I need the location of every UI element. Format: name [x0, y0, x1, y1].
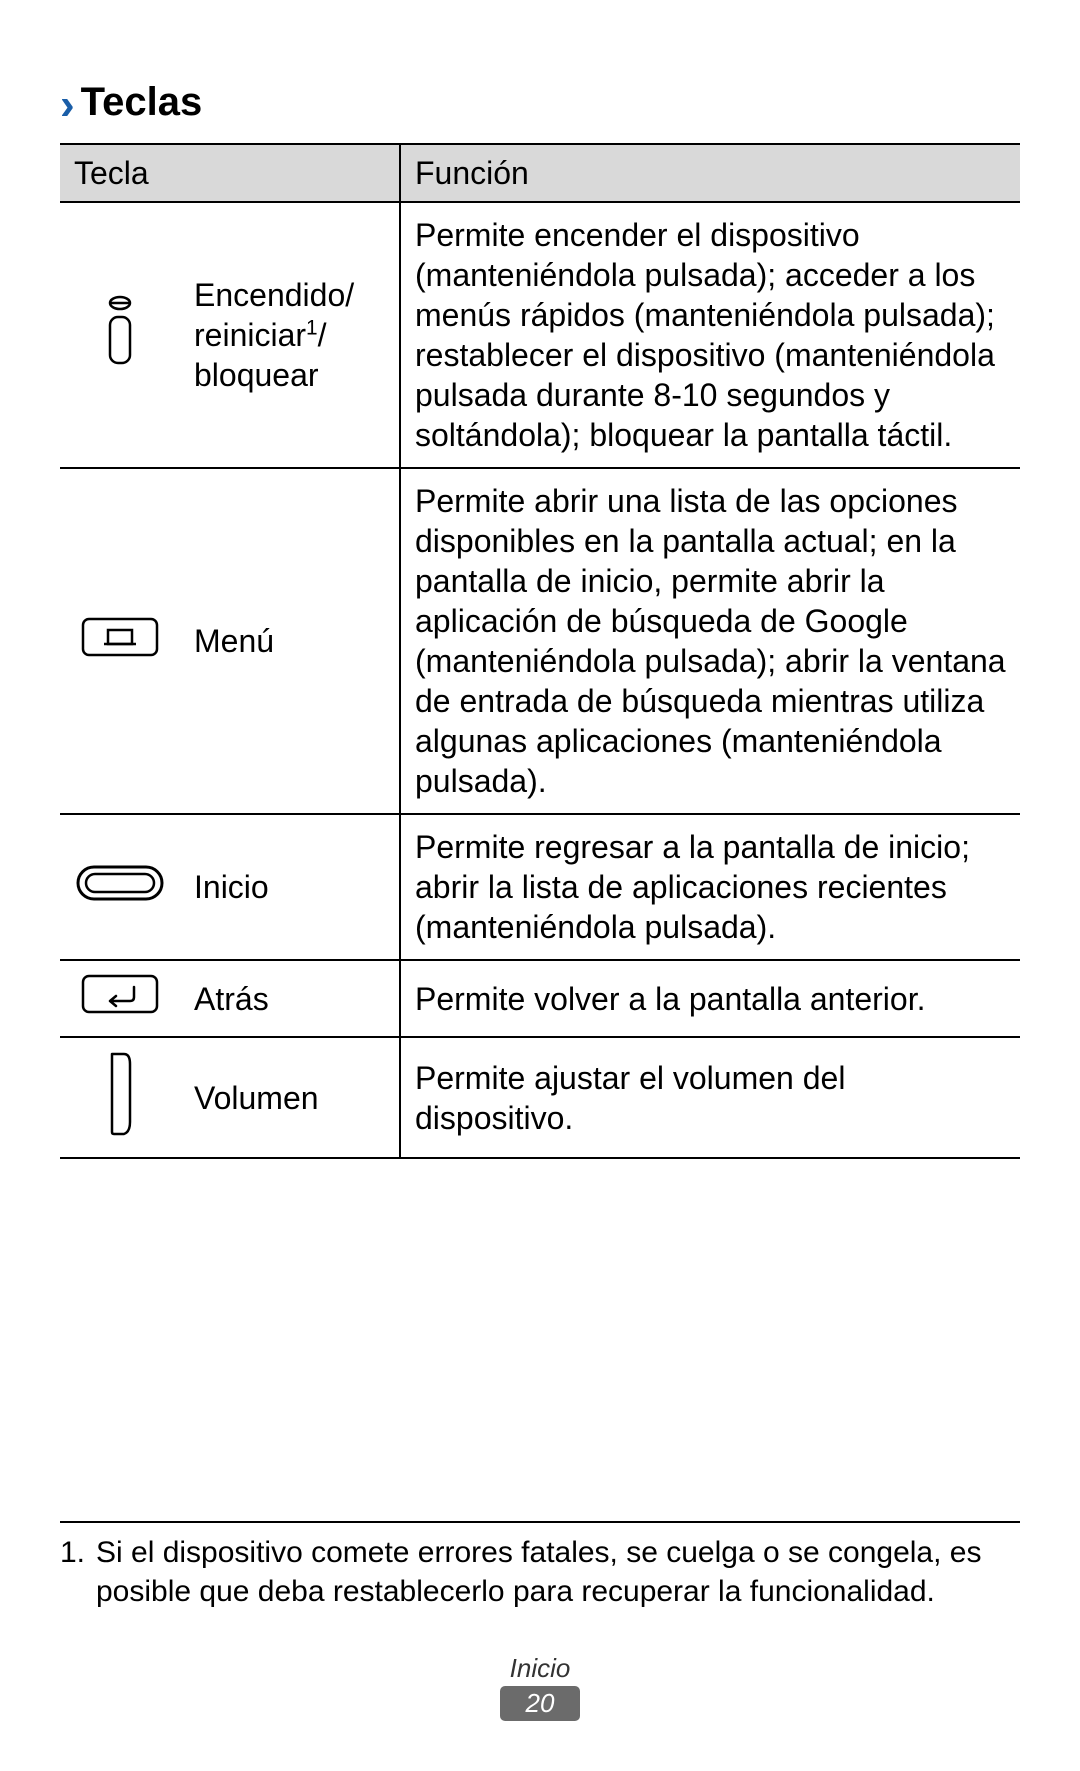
keys-table: Tecla Función Encendido/reiniciar1/bloqu…: [60, 143, 1020, 1159]
volume-icon: [60, 1037, 180, 1158]
key-function: Permite volver a la pantalla anterior.: [400, 960, 1020, 1037]
table-row: VolumenPermite ajustar el volumen del di…: [60, 1037, 1020, 1158]
chevron-icon: ›: [60, 83, 75, 127]
table-row: Encendido/reiniciar1/bloquearPermite enc…: [60, 202, 1020, 468]
key-function: Permite ajustar el volumen del dispositi…: [400, 1037, 1020, 1158]
footnote-number: 1.: [60, 1533, 96, 1611]
section-title-text: Teclas: [81, 80, 203, 125]
home-icon: [60, 814, 180, 960]
key-label: Encendido/reiniciar1/bloquear: [180, 202, 400, 468]
back-icon: [60, 960, 180, 1037]
page-number-badge: 20: [500, 1686, 581, 1721]
table-row: AtrásPermite volver a la pantalla anteri…: [60, 960, 1020, 1037]
key-function: Permite abrir una lista de las opciones …: [400, 468, 1020, 814]
table-header-row: Tecla Función: [60, 144, 1020, 202]
footnote-text: Si el dispositivo comete errores fatales…: [96, 1533, 1020, 1611]
page-footer: Inicio 20: [0, 1653, 1080, 1721]
menu-icon: [60, 468, 180, 814]
key-label: Inicio: [180, 814, 400, 960]
key-function: Permite regresar a la pantalla de inicio…: [400, 814, 1020, 960]
key-label: Volumen: [180, 1037, 400, 1158]
footer-section-label: Inicio: [0, 1653, 1080, 1684]
table-row: MenúPermite abrir una lista de las opcio…: [60, 468, 1020, 814]
power-icon: [60, 202, 180, 468]
key-function: Permite encender el dispositivo (manteni…: [400, 202, 1020, 468]
section-title: › Teclas: [60, 80, 1020, 125]
key-label: Atrás: [180, 960, 400, 1037]
th-key: Tecla: [60, 144, 400, 202]
footnote: 1. Si el dispositivo comete errores fata…: [60, 1521, 1020, 1611]
key-label: Menú: [180, 468, 400, 814]
table-row: InicioPermite regresar a la pantalla de …: [60, 814, 1020, 960]
th-func: Función: [400, 144, 1020, 202]
